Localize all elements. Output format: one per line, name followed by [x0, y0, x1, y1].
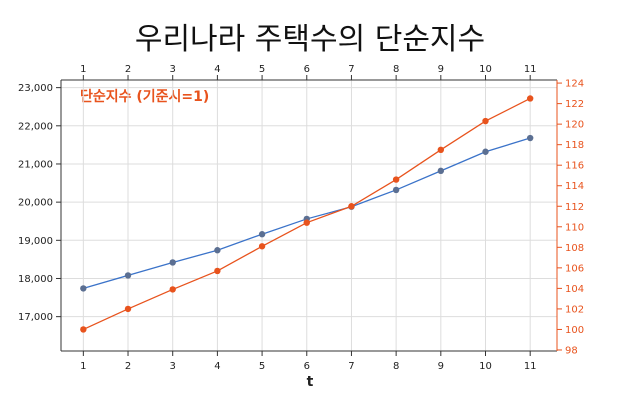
data-point-series-2 — [214, 267, 221, 275]
data-point-series-1 — [124, 272, 132, 279]
x-tick-label-top: 6 — [304, 64, 310, 75]
x-tick-label-top: 8 — [393, 64, 399, 75]
y-right-tick-label: 116 — [565, 161, 584, 172]
x-tick-label-bottom: 11 — [524, 361, 537, 372]
x-tick-label-top: 2 — [125, 64, 131, 75]
data-point-series-2 — [258, 243, 266, 250]
y-left-tick-label: 22,000 — [18, 121, 53, 132]
x-tick-label-top: 3 — [170, 64, 176, 75]
data-point-series-1 — [437, 167, 445, 175]
data-point-series-2 — [303, 219, 310, 226]
x-tick-label-bottom: 6 — [304, 361, 310, 372]
x-tick-label-bottom: 4 — [214, 361, 220, 372]
y-left-tick-label: 23,000 — [18, 83, 53, 94]
y-right-tick-label: 104 — [565, 284, 584, 295]
y-right-tick-label: 110 — [565, 222, 584, 233]
data-point-series-1 — [214, 247, 221, 254]
y-right-tick-label: 108 — [565, 243, 584, 254]
x-tick-label-top: 5 — [259, 64, 265, 75]
data-point-series-1 — [169, 259, 176, 266]
x-tick-label-bottom: 10 — [479, 361, 492, 372]
data-point-series-1 — [526, 134, 534, 142]
x-tick-label-top: 9 — [438, 64, 444, 75]
data-point-series-1 — [482, 148, 489, 155]
y-right-tick-label: 112 — [565, 202, 584, 213]
x-tick-label-bottom: 2 — [125, 361, 131, 372]
x-tick-label-top: 4 — [214, 64, 220, 75]
x-tick-label-top: 11 — [524, 64, 537, 75]
x-tick-label-bottom: 8 — [393, 361, 399, 372]
x-tick-label-bottom: 7 — [348, 361, 354, 372]
data-point-series-2 — [437, 146, 445, 154]
y-right-tick-label: 122 — [565, 99, 584, 110]
x-axis-label: t — [306, 374, 314, 390]
y-right-tick-label: 98 — [565, 345, 578, 356]
data-point-series-1 — [258, 231, 266, 238]
y-left-tick-label: 20,000 — [18, 198, 53, 209]
data-point-series-2 — [80, 326, 87, 333]
y-left-tick-label: 18,000 — [18, 274, 53, 285]
x-tick-label-bottom: 9 — [438, 361, 444, 372]
chart-title: 우리나라 주택수의 단순지수 — [134, 22, 486, 57]
y-right-tick-label: 120 — [565, 120, 584, 131]
y-right-tick-label: 118 — [565, 140, 584, 151]
y-right-tick-label: 100 — [565, 325, 584, 336]
y-left-tick-label: 17,000 — [18, 312, 53, 323]
data-point-series-2 — [482, 117, 489, 125]
data-point-series-2 — [348, 203, 355, 210]
y-right-tick-label: 102 — [565, 304, 584, 315]
data-point-series-2 — [169, 286, 176, 293]
y-left-tick-label: 19,000 — [18, 236, 53, 247]
y-right-tick-label: 124 — [565, 79, 584, 90]
data-point-series-2 — [124, 305, 132, 313]
x-tick-label-bottom: 3 — [170, 361, 176, 372]
y-left-tick-label: 21,000 — [18, 159, 53, 170]
x-tick-label-top: 7 — [348, 64, 354, 75]
data-point-series-1 — [392, 186, 400, 194]
data-point-series-2 — [392, 176, 400, 183]
data-point-series-2 — [526, 95, 534, 102]
data-point-series-1 — [80, 285, 87, 292]
x-tick-label-top: 1 — [80, 64, 86, 75]
series-annotation: 단순지수 (기준시=1) — [80, 89, 210, 105]
x-tick-label-top: 10 — [479, 64, 492, 75]
x-tick-label-bottom: 1 — [80, 361, 86, 372]
y-right-tick-label: 114 — [565, 181, 584, 192]
x-tick-label-bottom: 5 — [259, 361, 265, 372]
y-right-tick-label: 106 — [565, 263, 584, 274]
